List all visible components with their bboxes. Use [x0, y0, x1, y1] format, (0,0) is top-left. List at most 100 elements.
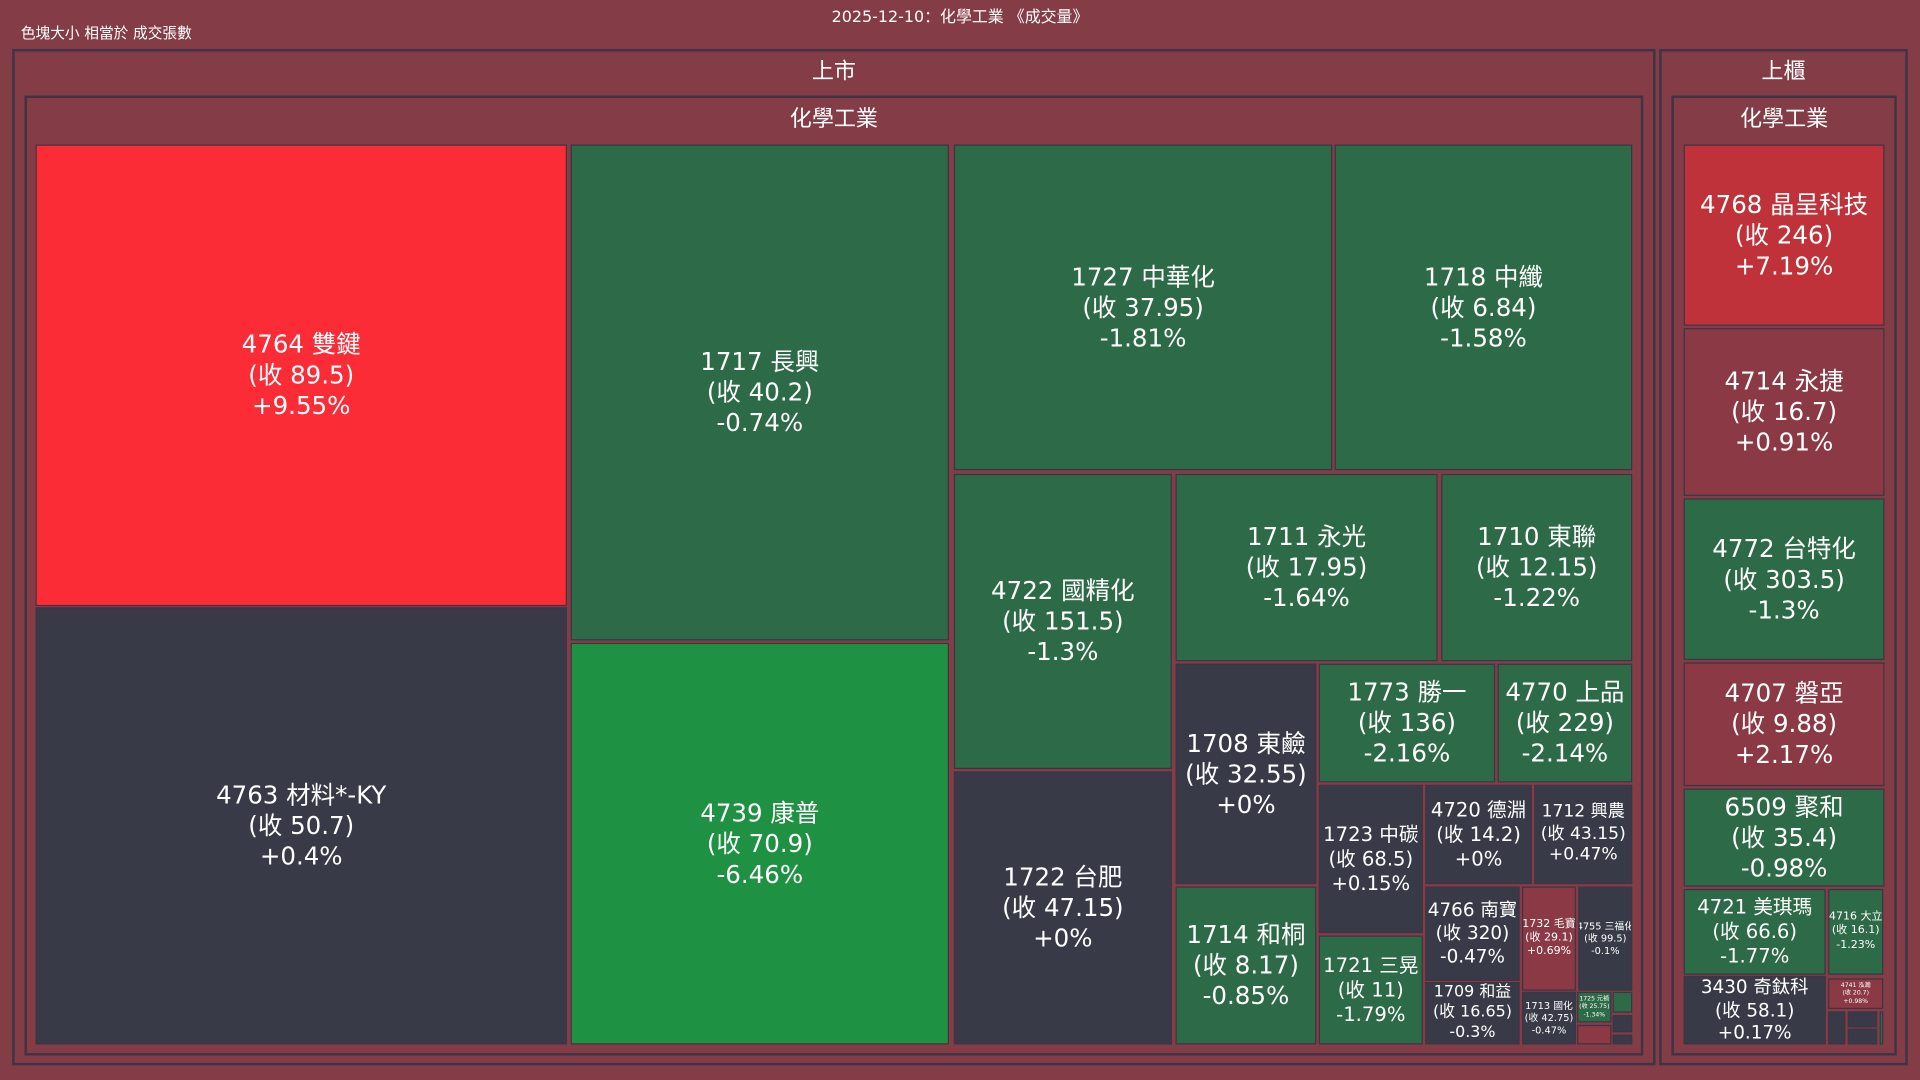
stock-tile[interactable] [1577, 1024, 1612, 1045]
stock-tile[interactable]: 4714 永捷 (收 16.7) +0.91% [1683, 328, 1885, 496]
stock-tile[interactable]: 1732 毛寶 (收 29.1) +0.69% [1522, 886, 1576, 991]
stock-change: -0.1% [1591, 944, 1620, 956]
stock-label: 1709 和益 [1433, 983, 1512, 1002]
stock-tile[interactable] [1612, 1034, 1633, 1045]
stock-tile[interactable]: 1713 國化 (收 42.75) -0.47% [1522, 991, 1576, 1045]
stock-tile[interactable] [1612, 1015, 1633, 1033]
stock-label: 1713 國化 [1525, 999, 1573, 1011]
stock-change: -2.16% [1363, 738, 1451, 768]
stock-tile[interactable]: 4741 泓瀚 (收 20.7) +0.98% [1828, 978, 1884, 1009]
stock-change: +0.91% [1734, 427, 1834, 457]
stock-tile[interactable]: 4766 南寶 (收 320) -0.47% [1425, 886, 1520, 981]
stock-label: 1727 中華化 [1071, 261, 1215, 291]
stock-close: (收 17.95) [1245, 552, 1368, 582]
stock-change: +0.98% [1843, 997, 1868, 1005]
stock-change: -0.85% [1202, 980, 1290, 1011]
stock-label: 4766 南寶 [1427, 899, 1518, 922]
stock-tile[interactable]: 4721 美琪瑪 (收 66.6) -1.77% [1683, 888, 1826, 975]
stock-tile[interactable] [1847, 1011, 1878, 1028]
stock-close: (收 11) [1337, 977, 1404, 1002]
stock-tile[interactable]: 4770 上品 (收 229) -2.14% [1497, 663, 1633, 783]
stock-tile[interactable]: 4707 磐亞 (收 9.88) +2.17% [1683, 662, 1885, 787]
stock-tile[interactable]: 3430 奇鈦科 (收 58.1) +0.17% [1683, 975, 1826, 1045]
stock-tile[interactable]: 1712 興農 (收 43.15) +0.47% [1534, 784, 1633, 885]
stock-change: -1.77% [1720, 944, 1790, 968]
stock-tile[interactable] [1879, 1011, 1884, 1045]
stock-change: -1.3% [1748, 594, 1820, 624]
stock-tile[interactable]: 4763 材料*-KY (收 50.7) +0.4% [35, 607, 567, 1045]
stock-close: (收 43.15) [1540, 823, 1626, 844]
stock-tile[interactable]: 1727 中華化 (收 37.95) -1.81% [953, 144, 1333, 471]
stock-tile[interactable] [1612, 991, 1633, 1013]
stock-close: (收 50.7) [248, 810, 355, 841]
stock-change: -1.79% [1336, 1002, 1406, 1026]
stock-tile[interactable]: 4755 三福化 (收 99.5) -0.1% [1578, 886, 1633, 991]
stock-close: (收 16.7) [1731, 396, 1838, 427]
stock-label: 1708 東鹼 [1186, 727, 1306, 758]
stock-label: 4739 康普 [700, 797, 820, 828]
stock-tile[interactable]: 4722 國精化 (收 151.5) -1.3% [953, 473, 1172, 769]
stock-label: 1710 東聯 [1477, 521, 1597, 552]
stock-change: -6.46% [716, 858, 804, 889]
stock-tile[interactable]: 1708 東鹼 (收 32.55) +0% [1175, 663, 1317, 885]
stock-label: 4716 大立 [1828, 911, 1883, 924]
stock-change: +2.17% [1734, 739, 1834, 769]
stock-label: 4768 晶呈科技 [1700, 189, 1869, 219]
stock-tile[interactable]: 1723 中碳 (收 68.5) +0.15% [1318, 784, 1423, 934]
stock-change: -1.22% [1493, 582, 1581, 613]
stock-close: (收 8.17) [1192, 950, 1299, 980]
stock-close: (收 42.75) [1524, 1012, 1574, 1024]
stock-tile[interactable] [1847, 1028, 1878, 1045]
stock-change: +0% [1033, 923, 1093, 953]
stock-tile[interactable]: 1773 勝一 (收 136) -2.16% [1318, 663, 1496, 783]
stock-tile[interactable]: 1725 元禎 (收 25.75) -1.34% [1577, 991, 1612, 1023]
stock-label: 4707 磐亞 [1724, 678, 1844, 708]
stock-label: 4741 泓瀚 [1840, 982, 1871, 990]
stock-close: (收 12.15) [1475, 552, 1598, 582]
stock-label: 1722 台肥 [1003, 862, 1123, 892]
stock-tile[interactable]: 1718 中纖 (收 6.84) -1.58% [1334, 144, 1633, 471]
stock-tile[interactable]: 4772 台特化 (收 303.5) -1.3% [1683, 498, 1885, 661]
stock-close: (收 25.75) [1579, 1003, 1610, 1011]
stock-close: (收 32.55) [1185, 758, 1307, 788]
stock-close: (收 16.65) [1432, 1003, 1512, 1022]
stock-change: -0.47% [1531, 1024, 1567, 1036]
stock-tile[interactable]: 4739 康普 (收 70.9) -6.46% [570, 642, 949, 1045]
stock-close: (收 66.6) [1712, 919, 1798, 943]
stock-close: (收 68.5) [1328, 846, 1414, 871]
stock-tile[interactable]: 1711 永光 (收 17.95) -1.64% [1175, 473, 1438, 662]
stock-label: 1714 和桐 [1186, 919, 1306, 949]
stock-label: 4770 上品 [1505, 677, 1625, 707]
stock-tile[interactable]: 1721 三晃 (收 11) -1.79% [1318, 935, 1423, 1045]
stock-change: -1.3% [1027, 636, 1099, 667]
stock-change: -0.47% [1439, 945, 1505, 968]
stock-tile[interactable] [1828, 1011, 1846, 1045]
stock-tile[interactable]: 4716 大立 (收 16.1) -1.23% [1828, 888, 1884, 975]
stock-label: 1712 興農 [1541, 802, 1625, 822]
stock-change: -1.81% [1099, 322, 1187, 353]
chart-title: 2025-12-10：化學工業 《成交量》 [831, 8, 1089, 27]
sector-label: 化學工業 [1740, 106, 1829, 133]
stock-tile[interactable]: 1722 台肥 (收 47.15) +0% [953, 771, 1172, 1045]
stock-label: 4772 台特化 [1712, 533, 1856, 563]
stock-close: (收 20.7) [1842, 989, 1869, 998]
size-legend-note: 色塊大小 相當於 成交張數 [20, 24, 192, 42]
stock-label: 1718 中纖 [1423, 261, 1544, 291]
stock-tile[interactable]: 1717 長興 (收 40.2) -0.74% [570, 144, 949, 641]
market-label: 上市 [811, 58, 856, 85]
stock-tile[interactable]: 4764 雙鍵 (收 89.5) +9.55% [35, 144, 567, 607]
stock-close: (收 320) [1435, 922, 1510, 945]
stock-tile[interactable]: 1714 和桐 (收 8.17) -0.85% [1175, 886, 1317, 1045]
stock-close: (收 16.1) [1831, 924, 1880, 938]
stock-change: +9.55% [252, 390, 351, 421]
stock-tile[interactable]: 4720 德淵 (收 14.2) +0% [1425, 784, 1532, 885]
stock-close: (收 47.15) [1002, 892, 1124, 923]
stock-tile[interactable]: 6509 聚和 (收 35.4) -0.98% [1683, 788, 1885, 887]
stock-label: 4721 美琪瑪 [1697, 895, 1813, 919]
stock-tile[interactable]: 4768 晶呈科技 (收 246) +7.19% [1683, 144, 1885, 326]
stock-label: 1723 中碳 [1323, 822, 1419, 846]
stock-tile[interactable]: 1710 東聯 (收 12.15) -1.22% [1441, 473, 1633, 662]
stock-tile[interactable]: 1709 和益 (收 16.65) -0.3% [1425, 982, 1520, 1045]
stock-close: (收 246) [1735, 219, 1834, 250]
